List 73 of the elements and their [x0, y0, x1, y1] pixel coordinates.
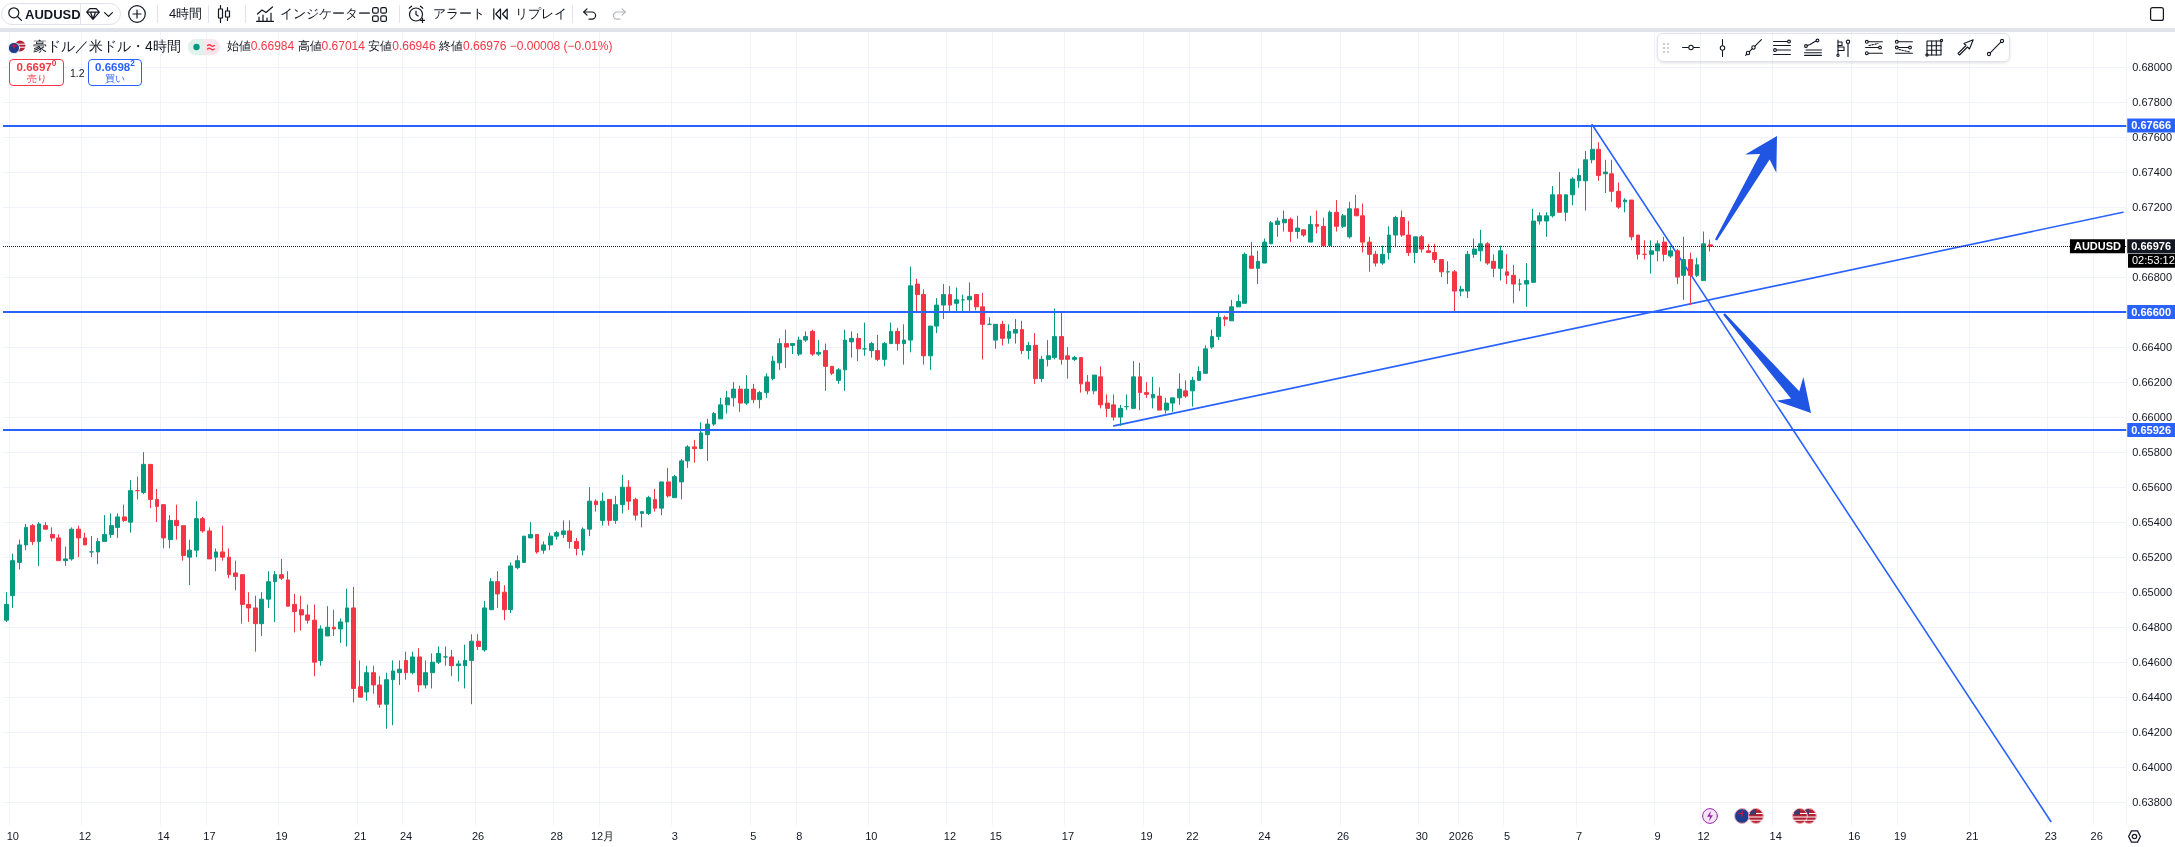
y-tick-label: 0.67600: [2132, 131, 2172, 144]
x-tick-label: 5: [750, 829, 757, 842]
x-tick-label: 21: [1966, 829, 1979, 842]
y-tick-label: 0.66000: [2132, 411, 2172, 424]
x-tick-label: 21: [354, 829, 367, 842]
text: 4時間: [169, 5, 203, 23]
annotation: 買い: [105, 72, 125, 85]
annotation: 1.2: [70, 65, 85, 81]
y-tick-label: 0.68000: [2132, 61, 2172, 74]
y-tick-label: 0.64400: [2132, 691, 2172, 704]
x-tick-label: 23: [2044, 829, 2057, 842]
x-tick-label: 19: [275, 829, 288, 842]
x-tick-label: 15: [989, 829, 1002, 842]
x-tick-label: 14: [157, 829, 170, 842]
x-tick-label: 3: [671, 829, 678, 842]
x-tick-label: 26: [1337, 829, 1350, 842]
x-tick-label: 22: [1186, 829, 1199, 842]
x-tick-label: 17: [203, 829, 216, 842]
y-tick-label: 0.66200: [2132, 376, 2172, 389]
ref-line-label: 0.66976: [2131, 240, 2171, 253]
x-tick-label: 19: [1894, 829, 1907, 842]
x-tick-label: 28: [550, 829, 563, 842]
y-tick-label: 0.67800: [2132, 96, 2172, 109]
y-tick-label: 0.64200: [2132, 726, 2172, 739]
y-tick-label: 0.66400: [2132, 341, 2172, 354]
text: インジケーター: [280, 5, 371, 23]
y-tick-label: 0.65600: [2132, 481, 2172, 494]
text: リプレイ: [515, 5, 567, 23]
y-tick-label: 0.65000: [2132, 586, 2172, 599]
text: アラート: [433, 5, 485, 23]
text: AUDUSD: [25, 5, 81, 24]
annotation: 0.6698$^{2}$: [95, 58, 135, 73]
y-tick-label: 0.63800: [2132, 796, 2172, 809]
y-tick-label: 0.65200: [2132, 551, 2172, 564]
x-tick-label: 12: [1697, 829, 1710, 842]
x-tick-label: 24: [399, 829, 413, 842]
ref-line-label: 0.66600: [2131, 306, 2171, 319]
annotation: AUDUSD: [2073, 240, 2122, 253]
x-tick-label: 26: [2090, 829, 2103, 842]
y-tick-label: 0.65800: [2132, 446, 2172, 459]
text: 02:53:12: [2132, 254, 2175, 267]
x-tick-label: 12月: [590, 829, 615, 842]
ref-line-label: 0.67666: [2131, 119, 2171, 132]
x-tick-label: 24: [1258, 829, 1271, 842]
sell-button: 0.6697$^{0}$ 売り: [9, 59, 64, 86]
x-tick-label: 2026: [1448, 829, 1474, 842]
y-tick-label: 0.66800: [2132, 271, 2172, 284]
x-tick-label: 30: [1415, 829, 1428, 842]
y-tick-label: 0.67400: [2132, 166, 2172, 179]
x-tick-label: 12: [943, 829, 957, 842]
x-tick-label: 19: [1140, 829, 1153, 842]
y-tick-label: 0.65400: [2132, 516, 2172, 529]
x-tick-label: 26: [471, 829, 485, 842]
text: 始値0.66984 高値0.67014 安値0.66946 終値0.66976 −0.00008 (−0.01%): [226, 39, 613, 53]
x-tick-label: 7: [1575, 829, 1583, 842]
x-tick-label: 10: [6, 829, 19, 842]
x-tick-label: 5: [1503, 829, 1511, 842]
annotation: 売り: [26, 72, 47, 85]
x-tick-label: 12: [78, 829, 92, 842]
x-tick-label: 10: [865, 829, 878, 842]
y-tick-label: 0.64000: [2132, 761, 2172, 774]
x-tick-label: 14: [1769, 829, 1782, 842]
x-tick-label: 17: [1061, 829, 1075, 842]
y-tick-label: 0.67200: [2132, 201, 2172, 214]
x-tick-label: 8: [796, 829, 803, 842]
chart-title: 豪ドル／米ドル・4時間: [33, 37, 181, 56]
x-tick-label: 9: [1654, 829, 1661, 842]
annotation: 0.6697$^{0}$: [16, 58, 57, 73]
y-tick-label: 0.64600: [2132, 656, 2172, 669]
x-tick-label: 16: [1848, 829, 1861, 842]
y-tick-label: 0.64800: [2132, 621, 2172, 634]
buy-button: 0.6698$^{2}$ 買い: [88, 59, 142, 86]
ref-line-label: 0.65926: [2131, 424, 2171, 437]
